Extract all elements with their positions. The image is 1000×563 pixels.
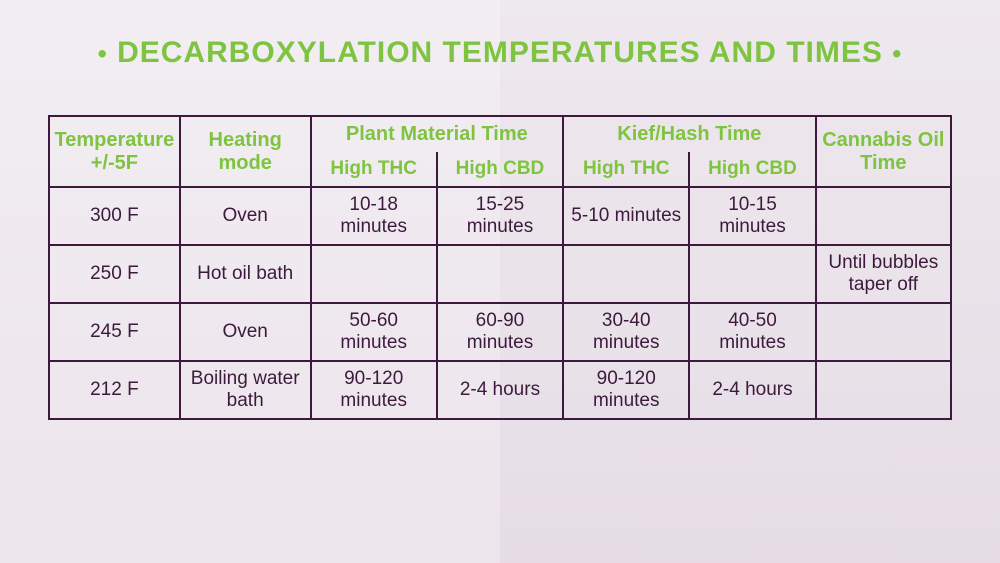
cell-temp: 250 F (49, 245, 180, 303)
table-row: 300 FOven10-18 minutes15-25 minutes5-10 … (49, 187, 951, 245)
col-header-kief-hash: Kief/Hash Time (563, 116, 816, 152)
cell-temp: 212 F (49, 361, 180, 419)
cell-plant_cbd: 60-90 minutes (437, 303, 563, 361)
content-wrapper: • DECARBOXYLATION TEMPERATURES AND TIMES… (0, 0, 1000, 563)
bullet-icon: • (98, 39, 108, 69)
bullet-icon: • (892, 39, 902, 69)
cell-kief_thc: 30-40 minutes (563, 303, 689, 361)
cell-plant_thc: 90-120 minutes (311, 361, 437, 419)
cell-plant_thc: 10-18 minutes (311, 187, 437, 245)
cell-oil (816, 187, 951, 245)
cell-oil: Until bubbles taper off (816, 245, 951, 303)
cell-kief_cbd (689, 245, 815, 303)
cell-plant_cbd (437, 245, 563, 303)
col-subheader-kief-thc: High THC (563, 152, 689, 187)
col-header-cannabis-oil: Cannabis Oil Time (816, 116, 951, 187)
cell-plant_thc (311, 245, 437, 303)
cell-kief_thc: 90-120 minutes (563, 361, 689, 419)
table-header-row-1: Temperature +/-5F Heating mode Plant Mat… (49, 116, 951, 152)
cell-temp: 300 F (49, 187, 180, 245)
cell-plant_thc: 50-60 minutes (311, 303, 437, 361)
cell-mode: Oven (180, 187, 311, 245)
col-subheader-plant-thc: High THC (311, 152, 437, 187)
table-row: 245 FOven50-60 minutes60-90 minutes30-40… (49, 303, 951, 361)
cell-kief_cbd: 40-50 minutes (689, 303, 815, 361)
col-header-plant-material: Plant Material Time (311, 116, 564, 152)
table-body: 300 FOven10-18 minutes15-25 minutes5-10 … (49, 187, 951, 419)
table-row: 212 FBoiling water bath90-120 minutes2-4… (49, 361, 951, 419)
col-subheader-kief-cbd: High CBD (689, 152, 815, 187)
cell-plant_cbd: 15-25 minutes (437, 187, 563, 245)
cell-kief_cbd: 10-15 minutes (689, 187, 815, 245)
cell-mode: Hot oil bath (180, 245, 311, 303)
page-title: • DECARBOXYLATION TEMPERATURES AND TIMES… (48, 36, 952, 70)
cell-temp: 245 F (49, 303, 180, 361)
cell-plant_cbd: 2-4 hours (437, 361, 563, 419)
table-row: 250 FHot oil bath Until bubbles taper off (49, 245, 951, 303)
col-header-temperature: Temperature +/-5F (49, 116, 180, 187)
cell-kief_cbd: 2-4 hours (689, 361, 815, 419)
col-subheader-plant-cbd: High CBD (437, 152, 563, 187)
cell-oil (816, 303, 951, 361)
decarb-table: Temperature +/-5F Heating mode Plant Mat… (48, 115, 952, 420)
cell-kief_thc: 5-10 minutes (563, 187, 689, 245)
table-header: Temperature +/-5F Heating mode Plant Mat… (49, 116, 951, 187)
title-text: DECARBOXYLATION TEMPERATURES AND TIMES (117, 36, 883, 69)
cell-mode: Oven (180, 303, 311, 361)
cell-oil (816, 361, 951, 419)
cell-mode: Boiling water bath (180, 361, 311, 419)
col-header-heating-mode: Heating mode (180, 116, 311, 187)
cell-kief_thc (563, 245, 689, 303)
